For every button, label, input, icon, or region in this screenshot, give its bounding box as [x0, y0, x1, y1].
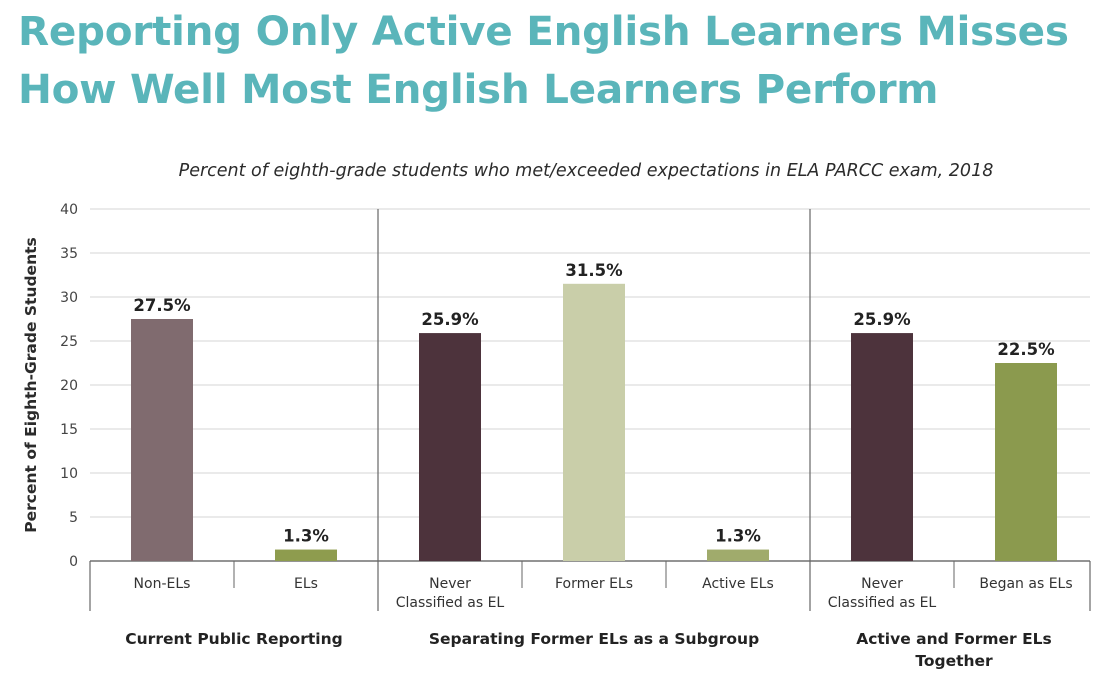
y-tick-label: 5: [69, 510, 78, 526]
category-label: Classified as EL: [828, 595, 937, 611]
group-label: Together: [915, 652, 993, 670]
chart-subtitle: Percent of eighth-grade students who met…: [179, 161, 994, 181]
y-tick-label: 35: [60, 246, 78, 262]
category-label: ELs: [294, 576, 318, 592]
value-label: 1.3%: [715, 527, 761, 546]
category-label: Classified as EL: [396, 595, 505, 611]
bar: [563, 283, 625, 561]
y-tick-label: 10: [60, 466, 78, 482]
category-label: Former ELs: [555, 576, 633, 592]
value-label: 25.9%: [853, 310, 911, 329]
group-labels: Current Public Reporting Separating Forme…: [125, 630, 1052, 670]
y-tick-label: 15: [60, 422, 78, 438]
group-label: Active and Former ELs: [856, 630, 1052, 648]
group-label: Separating Former ELs as a Subgroup: [429, 630, 759, 648]
value-labels: 27.5% 1.3% 25.9% 31.5% 1.3% 25.9% 22.5%: [133, 261, 1055, 546]
bars: [131, 283, 1057, 561]
value-label: 31.5%: [565, 261, 623, 280]
bar: [707, 549, 769, 561]
value-label: 25.9%: [421, 310, 479, 329]
group-label: Current Public Reporting: [125, 630, 342, 648]
y-tick-label: 25: [60, 334, 78, 350]
bar: [995, 363, 1057, 561]
category-label: Never: [429, 576, 471, 592]
value-label: 1.3%: [283, 527, 329, 546]
y-tick-label: 30: [60, 290, 78, 306]
y-tick-label: 20: [60, 378, 78, 394]
bar: [275, 549, 337, 561]
bar: [131, 319, 193, 561]
bar: [419, 333, 481, 561]
category-label: Non-ELs: [134, 576, 191, 592]
category-label: Never: [861, 576, 903, 592]
category-label: Active ELs: [702, 576, 774, 592]
y-tick-label: 0: [69, 554, 78, 570]
category-label: Began as ELs: [979, 576, 1072, 592]
y-tick-labels: 0 5 10 15 20 25 30 35 40: [60, 202, 78, 570]
y-axis-label: Percent of Eighth-Grade Students: [22, 237, 40, 532]
bar: [851, 333, 913, 561]
title-line-1: Reporting Only Active English Learners M…: [18, 7, 1069, 55]
group-dividers: [89, 209, 1091, 611]
y-tick-label: 40: [60, 202, 78, 218]
value-label: 27.5%: [133, 296, 191, 315]
value-label: 22.5%: [997, 340, 1055, 359]
title-line-2: How Well Most English Learners Perform: [18, 65, 939, 113]
page-title: Reporting Only Active English Learners M…: [18, 2, 1098, 118]
category-labels: Non-ELs ELs Never Classified as EL Former EL…: [134, 576, 1073, 611]
